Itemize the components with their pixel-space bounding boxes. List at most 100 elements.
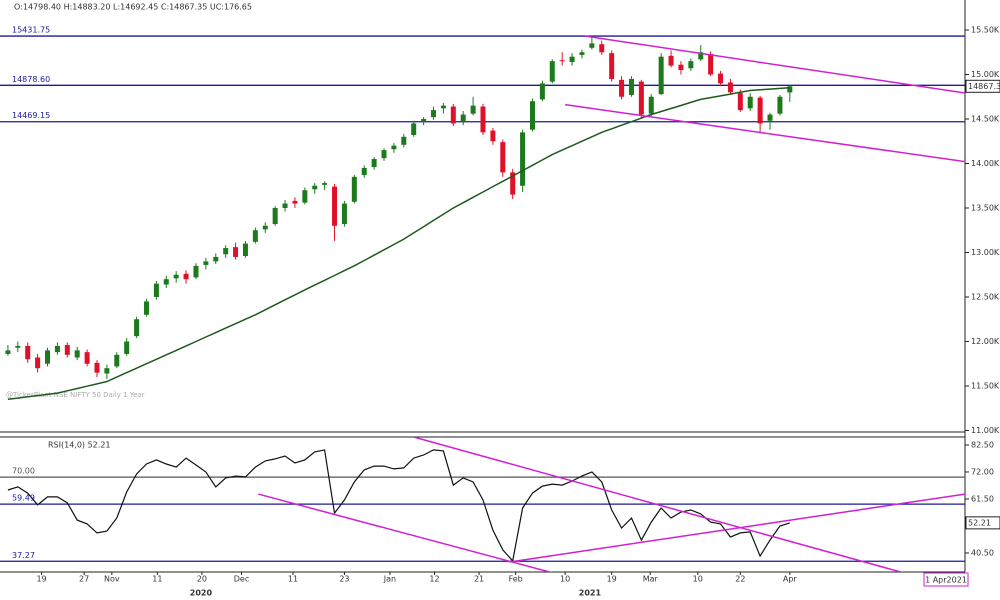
candle-body <box>183 273 189 280</box>
candle-body <box>747 96 753 109</box>
x-tick-label: Apr <box>783 575 798 584</box>
candle-body <box>480 106 486 133</box>
x-tick-label: 12 <box>429 575 439 584</box>
candle-body <box>371 159 377 168</box>
candle-body <box>678 64 684 71</box>
candle-body <box>609 53 615 79</box>
candle-body <box>718 73 724 84</box>
rsi-value-label: 52.21 <box>968 518 991 527</box>
candle-body <box>411 123 417 136</box>
candle-body <box>460 114 466 122</box>
candle-body <box>391 145 397 150</box>
candle-body <box>698 52 704 60</box>
candle-body <box>74 350 80 358</box>
candle-body <box>648 96 654 114</box>
axes: 15.50K 15.00K 14.50K 14.00K 13.50K 13.00K 12.5… <box>12 25 1000 598</box>
x-tick-label: Nov <box>104 575 120 584</box>
candle-body <box>440 105 446 109</box>
candle-body <box>35 357 41 369</box>
candle-body <box>510 172 516 195</box>
x-tick-label: 22 <box>735 575 745 584</box>
candle-body <box>45 350 51 364</box>
watermark: @TickerPlant NSE NIFTY 50 Daily 1 Year <box>6 391 145 399</box>
candle-body <box>569 56 575 63</box>
y-tick-label: 12.00K <box>971 337 1000 346</box>
y-tick-label: 11.50K <box>971 381 1000 390</box>
candle-body <box>262 225 268 230</box>
rsi-level-label: 59.49 <box>12 494 35 503</box>
candle-body <box>272 207 278 225</box>
x-tick-label: Dec <box>234 575 249 584</box>
year-label: 2020 <box>190 589 213 598</box>
y-tick-label: 15.50K <box>971 25 1000 34</box>
candle-body <box>252 230 258 242</box>
last-price-box <box>965 79 1000 93</box>
price-level-label: 14469.15 <box>12 111 50 120</box>
y-tick-label: 12.50K <box>971 292 1000 301</box>
candle-body <box>361 167 367 176</box>
x-tick-label: 23 <box>339 575 349 584</box>
x-tick-label: 10 <box>693 575 703 584</box>
x-tick-label: 19 <box>607 575 617 584</box>
trendline <box>565 103 965 163</box>
candle-body <box>124 341 130 354</box>
candle-body <box>401 136 407 145</box>
y-tick-label: 14.50K <box>971 114 1000 123</box>
candle-body <box>163 279 169 285</box>
x-tick-label: 20 <box>197 575 207 584</box>
candle-body <box>312 185 318 190</box>
x-tick-label: 11 <box>288 575 298 584</box>
candle-body <box>242 243 248 257</box>
cursor-date-label: 1 Apr2021 <box>925 576 967 585</box>
rsi-level-label: 70.00 <box>12 467 35 476</box>
candle-body <box>549 61 555 82</box>
cursor-date-box <box>923 572 969 587</box>
trendline <box>584 35 965 94</box>
candle-body <box>708 54 714 75</box>
candle-body <box>737 93 743 111</box>
candle-body <box>619 79 625 97</box>
x-tick-label: 19 <box>36 575 46 584</box>
candle-body <box>193 265 199 278</box>
candle-body <box>727 82 733 93</box>
candle-body <box>302 190 308 203</box>
x-tick-label: Feb <box>509 575 523 584</box>
candle-body <box>5 350 11 354</box>
candle-body <box>589 43 595 48</box>
last-price-label: 14867.3 <box>968 82 1000 91</box>
x-tick-label: 11 <box>152 575 162 584</box>
candle-body <box>658 56 664 95</box>
y-tick-label: 11.00K <box>971 426 1000 435</box>
rsi-trendline <box>413 437 904 572</box>
candle-body <box>520 132 526 186</box>
candle-body <box>381 150 387 159</box>
y-tick-label: 13.00K <box>971 248 1000 257</box>
candle-body <box>777 96 783 114</box>
rsi-line <box>7 449 790 563</box>
rsi-y-tick-label: 82.50 <box>971 440 994 449</box>
candle-body <box>332 186 338 226</box>
y-tick-label: 15.00K <box>971 70 1000 79</box>
candle-body <box>64 345 70 355</box>
candle-body <box>490 130 496 142</box>
candle-body <box>341 203 347 225</box>
x-tick-label: Jan <box>383 575 396 584</box>
candle-body <box>529 101 535 130</box>
x-tick-label: 10 <box>560 575 570 584</box>
candle-body <box>628 78 634 95</box>
candle-body <box>233 247 239 257</box>
candle-body <box>203 261 209 265</box>
candle-body <box>539 83 545 100</box>
candle-body <box>54 345 60 353</box>
x-tick-label: Mar <box>643 575 659 584</box>
candle-body <box>431 110 437 118</box>
candle-body <box>638 81 644 115</box>
candle-body <box>25 345 31 360</box>
rsi-value-box <box>965 516 1000 530</box>
rsi-title: RSI(14,0) 52.21 <box>48 441 111 450</box>
ohlc-info: O:14798.40 H:14883.20 L:14692.45 C:14867… <box>14 3 252 12</box>
rsi-y-tick-label: 40.50 <box>971 548 994 557</box>
candle-body <box>787 86 793 93</box>
candle-body <box>757 97 763 124</box>
